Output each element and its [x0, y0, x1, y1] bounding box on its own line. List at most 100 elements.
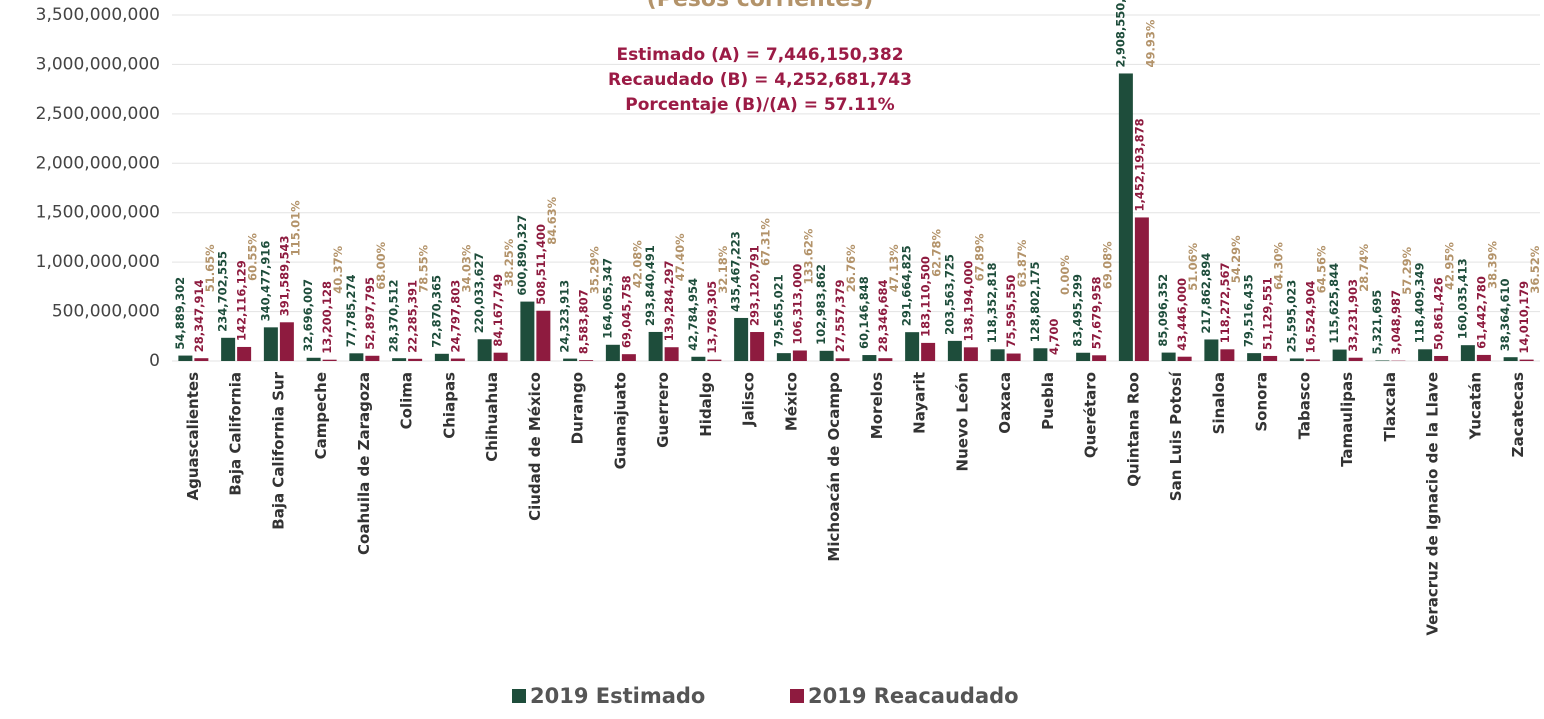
x-tick-label: Sinaloa [1210, 372, 1228, 434]
x-tick-label: San Luis Potosí [1167, 371, 1185, 501]
percentage-label: 60.55% [246, 233, 260, 281]
percentage-label: 35.29% [588, 246, 602, 294]
bar [947, 340, 962, 361]
bar [1375, 360, 1390, 361]
x-tick-label: Colima [398, 372, 416, 429]
data-label: 85,096,352 [1156, 274, 1170, 347]
bar [279, 322, 294, 361]
data-label: 183,110,500 [919, 256, 933, 337]
data-label: 57,679,958 [1090, 277, 1104, 350]
data-label: 28,370,512 [387, 279, 401, 352]
data-label: 220,033,627 [472, 252, 486, 333]
bar [835, 358, 850, 361]
x-tick-label: Veracruz de Ignacio de la Llave [1424, 372, 1442, 636]
data-label: 118,272,567 [1218, 263, 1232, 344]
bar [1006, 353, 1021, 361]
bar [477, 339, 492, 361]
data-label: 27,557,379 [833, 280, 847, 353]
x-tick-label: Aguascalientes [184, 372, 202, 501]
bar [605, 344, 620, 361]
percentage-label: 49.93% [1143, 19, 1157, 67]
bar [921, 342, 936, 361]
bar [1348, 357, 1363, 361]
percentage-label: 47.40% [673, 233, 687, 281]
percentage-label: 78.55% [417, 244, 431, 292]
percentage-label: 64.30% [1272, 242, 1286, 290]
x-tick-label: Yucatán [1466, 372, 1484, 440]
bar [1418, 349, 1433, 361]
x-tick-label: Jalisco [740, 372, 758, 427]
data-label: 24,797,803 [448, 280, 462, 353]
percentage-label: 57.29% [1400, 246, 1414, 294]
bar [1177, 356, 1192, 361]
percentage-label: 115.01% [288, 200, 302, 256]
y-tick-label: 1,500,000,000 [36, 203, 160, 223]
bar [878, 358, 893, 361]
percentage-label: 0.00% [1058, 255, 1072, 295]
y-tick-label: 3,000,000,000 [36, 54, 160, 74]
x-tick-label: Tlaxcala [1381, 372, 1399, 441]
data-label: 118,352,818 [985, 263, 999, 344]
data-label: 217,862,894 [1199, 253, 1213, 334]
bar [408, 358, 423, 361]
percentage-label: 133.62% [801, 228, 815, 284]
x-tick-label: Tamaulipas [1338, 372, 1356, 467]
bar [1263, 355, 1278, 361]
bar [194, 358, 209, 361]
bar [691, 356, 706, 361]
x-tick-label: Oaxaca [996, 372, 1014, 434]
data-label: 28,346,684 [876, 279, 890, 352]
bar [819, 350, 834, 361]
bar [1092, 355, 1107, 361]
x-tick-label: Quintana Roo [1124, 372, 1142, 487]
data-label: 79,565,021 [771, 274, 785, 347]
data-label: 203,563,725 [942, 254, 956, 335]
percentage-label: 40.37% [331, 245, 345, 293]
data-label: 14,010,179 [1517, 281, 1531, 354]
data-label: 16,524,904 [1303, 281, 1317, 354]
data-label: 50,861,426 [1432, 277, 1446, 350]
percentage-label: 26.76% [844, 244, 858, 292]
bar [536, 310, 551, 361]
percentage-label: 38.25% [502, 238, 516, 286]
data-label: 293,840,491 [643, 245, 657, 326]
data-label: 160,035,413 [1455, 258, 1469, 339]
percentage-label: 28.74% [1357, 243, 1371, 291]
x-tick-label: Guanajuato [611, 372, 629, 469]
data-label: 234,702,555 [216, 251, 230, 332]
percentage-label: 51.65% [203, 244, 217, 292]
bar [1332, 349, 1347, 361]
bar [579, 360, 594, 361]
bar [648, 331, 663, 361]
x-tick-label: Sonora [1253, 372, 1271, 432]
data-label: 61,442,780 [1474, 276, 1488, 349]
bar [450, 358, 465, 361]
x-tick-label: Nayarit [911, 372, 929, 434]
percentage-label: 67.31% [759, 218, 773, 266]
percentage-label: 32.18% [716, 245, 730, 293]
data-label: 102,983,862 [814, 264, 828, 345]
x-tick-label: Puebla [1039, 372, 1057, 430]
percentage-label: 84.63% [545, 196, 559, 244]
bar [237, 346, 252, 361]
data-label: 435,467,223 [729, 231, 743, 312]
x-tick-label: Chiapas [440, 372, 458, 439]
x-tick-label: Chihuahua [483, 372, 501, 462]
data-label: 600,890,327 [515, 215, 529, 296]
x-tick-label: Guerrero [654, 372, 672, 448]
data-label: 32,696,007 [301, 279, 315, 352]
bar [621, 354, 636, 361]
x-tick-label: Ciudad de México [526, 372, 544, 521]
annotation: Recaudado (B) = 4,252,681,743 [608, 70, 912, 90]
data-label: 118,409,349 [1413, 263, 1427, 344]
data-label: 391,589,543 [277, 236, 291, 317]
data-label: 24,323,913 [558, 280, 572, 353]
percentage-label: 54.29% [1229, 235, 1243, 283]
bar [707, 359, 722, 361]
bar [1161, 352, 1176, 361]
data-label: 5,321,695 [1370, 290, 1384, 355]
data-label: 4,700 [1047, 319, 1061, 355]
data-label: 77,785,274 [344, 275, 358, 348]
data-label: 164,065,347 [600, 258, 614, 339]
data-label: 69,045,758 [619, 275, 633, 348]
